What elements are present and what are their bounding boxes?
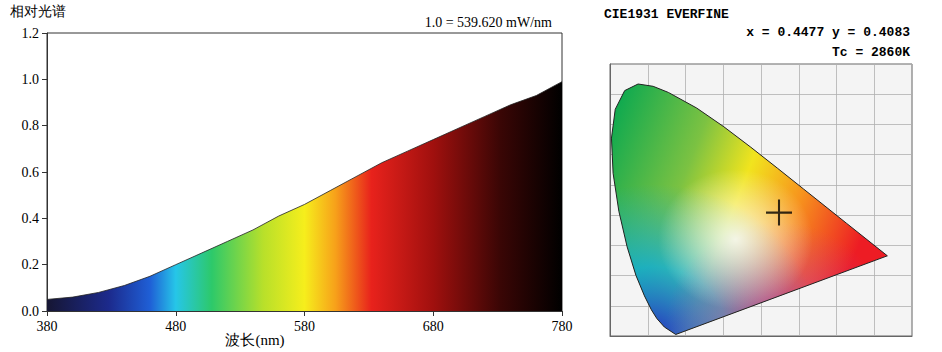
svg-text:0.0: 0.0 bbox=[22, 304, 40, 319]
svg-text:相对光谱: 相对光谱 bbox=[10, 4, 66, 19]
svg-text:0.8: 0.8 bbox=[22, 118, 40, 133]
svg-text:1.0: 1.0 bbox=[22, 72, 40, 87]
svg-text:波长(nm): 波长(nm) bbox=[225, 332, 284, 349]
svg-text:0.6: 0.6 bbox=[22, 165, 40, 180]
svg-text:780: 780 bbox=[552, 319, 573, 334]
svg-text:x = 0.4477 y = 0.4083: x = 0.4477 y = 0.4083 bbox=[746, 25, 910, 40]
svg-text:480: 480 bbox=[165, 319, 186, 334]
svg-text:1.0 = 539.620 mW/nm: 1.0 = 539.620 mW/nm bbox=[425, 15, 552, 30]
svg-text:0.2: 0.2 bbox=[22, 257, 40, 272]
svg-text:580: 580 bbox=[294, 319, 315, 334]
svg-text:CIE1931 EVERFINE: CIE1931 EVERFINE bbox=[604, 7, 729, 22]
svg-text:1.2: 1.2 bbox=[22, 26, 40, 41]
svg-text:0.4: 0.4 bbox=[22, 211, 40, 226]
svg-text:680: 680 bbox=[423, 319, 444, 334]
svg-text:380: 380 bbox=[37, 319, 58, 334]
svg-text:Tc = 2860K: Tc = 2860K bbox=[832, 45, 910, 60]
